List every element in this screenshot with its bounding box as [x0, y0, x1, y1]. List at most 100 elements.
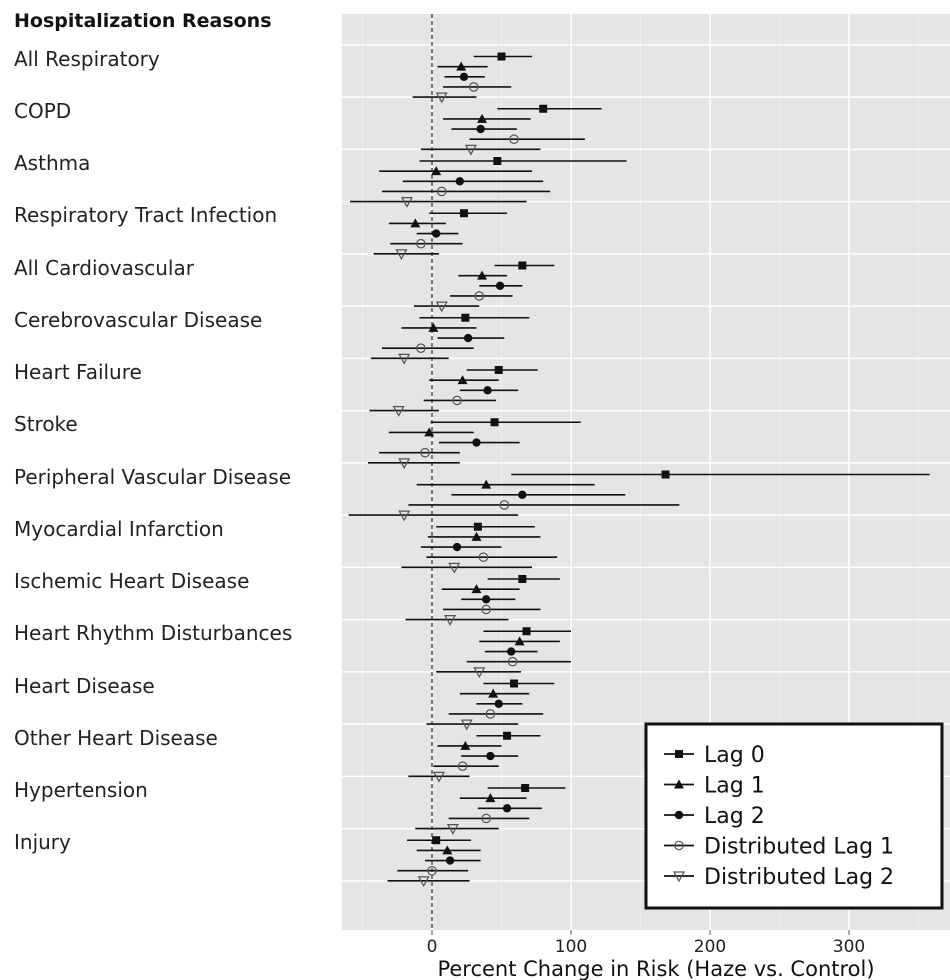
lag0-marker: [461, 313, 470, 322]
dlag2-marker: [448, 562, 461, 574]
dlag1-marker: [474, 291, 485, 301]
category-label: Heart Rhythm Disturbances: [14, 621, 293, 646]
lag1-marker: [424, 427, 435, 437]
lag2-marker: [507, 647, 516, 656]
dlag1-marker: [481, 813, 492, 824]
lag2-marker: [674, 810, 684, 820]
legend-label: Lag 2: [704, 804, 765, 829]
dlag1-marker: [436, 186, 447, 197]
category-label: Injury: [14, 830, 71, 855]
lag0-marker: [539, 104, 548, 113]
dlag1-marker: [468, 82, 479, 92]
lag0-marker: [497, 52, 506, 61]
legend-label: Distributed Lag 1: [704, 835, 894, 860]
lag1-marker: [477, 113, 488, 123]
dlag2-marker: [473, 667, 486, 679]
x-tick-label: 0: [427, 937, 438, 957]
x-tick-label: 200: [694, 937, 726, 957]
x-tick-label: 300: [833, 937, 865, 957]
category-label: Peripheral Vascular Disease: [14, 464, 292, 489]
dlag1-marker: [499, 500, 510, 510]
dlag2-marker: [464, 144, 477, 156]
dlag2-marker: [460, 719, 473, 731]
dlag2-marker: [435, 301, 448, 313]
lag1-marker: [471, 584, 482, 594]
lag2-marker: [459, 72, 469, 82]
lag2-marker: [482, 595, 491, 604]
dlag2-marker: [417, 876, 430, 888]
category-label: Heart Disease: [14, 673, 155, 698]
legend-item: Lag 2: [664, 804, 765, 829]
lag0-marker: [518, 575, 527, 583]
dlag2-marker: [398, 458, 411, 470]
dlag2-marker: [398, 353, 411, 365]
dlag2-marker: [395, 249, 408, 261]
legend: Lag 0 Lag 1 Lag 2 Distributed Lag 1 Distribu…: [644, 722, 944, 910]
dlag1-marker: [485, 709, 496, 719]
lag1-marker: [442, 845, 453, 855]
dlag1-marker: [509, 134, 519, 144]
legend-item: Lag 0: [664, 743, 765, 768]
lag0-marker: [518, 261, 527, 270]
lag0-marker: [503, 731, 512, 740]
lag2-marker: [445, 856, 455, 865]
lag2-marker: [455, 177, 464, 186]
lag1-marker: [431, 166, 442, 176]
dlag2-marker: [432, 771, 445, 783]
lag0-marker: [675, 750, 683, 758]
lag1-marker: [485, 793, 496, 803]
legend-label: Lag 1: [704, 774, 765, 799]
dlag1-marker: [674, 840, 684, 851]
lag2-marker: [476, 124, 485, 134]
legend-box: [644, 722, 944, 910]
dlag1-marker: [478, 552, 489, 562]
plot-marks: [348, 52, 930, 888]
category-label: Heart Failure: [14, 360, 142, 384]
lag1-marker: [410, 218, 421, 228]
category-label: Hypertension: [14, 778, 148, 802]
lag2-marker: [494, 699, 503, 708]
category-label: All Respiratory: [14, 46, 160, 71]
lag0-marker: [473, 522, 482, 531]
lag1-marker: [428, 322, 439, 332]
dlag1-marker: [452, 395, 462, 406]
dlag2-marker: [398, 510, 411, 522]
category-label: COPD: [14, 98, 72, 123]
x-tick-label: 100: [555, 937, 587, 957]
lag2-marker: [463, 333, 473, 343]
dlag2-marker: [392, 406, 405, 417]
dlag2-marker: [400, 197, 413, 208]
lag2-marker: [486, 751, 495, 761]
lag1-marker: [471, 531, 482, 541]
x-axis-title: Percent Change in Risk (Haze vs. Control…: [437, 957, 874, 980]
lag0-marker: [493, 157, 502, 165]
dlag2-marker: [444, 614, 457, 626]
lag1-marker: [456, 61, 467, 71]
lag0-marker: [490, 418, 499, 427]
lag0-marker: [432, 836, 441, 845]
lag0-marker: [521, 784, 530, 792]
lag2-marker: [495, 281, 505, 290]
lag2-marker: [452, 542, 462, 552]
dlag1-marker: [457, 761, 468, 771]
dlag2-marker: [672, 871, 686, 883]
lag2-marker: [431, 229, 441, 238]
dlag1-marker: [481, 604, 492, 615]
dlag2-marker: [446, 823, 459, 835]
category-label: Other Heart Disease: [14, 725, 218, 750]
category-label: Ischemic Heart Disease: [14, 569, 250, 593]
legend-label: Distributed Lag 2: [704, 865, 894, 890]
dlag1-marker: [420, 447, 430, 458]
lag1-marker: [460, 740, 471, 750]
dlag1-marker: [427, 865, 437, 876]
lag2-marker: [472, 438, 481, 447]
lag1-marker: [514, 636, 525, 646]
legend-item: Distributed Lag 2: [664, 865, 894, 890]
lag0-marker: [661, 470, 670, 479]
category-label: Cerebrovascular Disease: [14, 307, 263, 332]
dlag1-marker: [507, 656, 518, 667]
category-label: All Cardiovascular: [14, 255, 194, 280]
dlag1-marker: [416, 238, 426, 249]
